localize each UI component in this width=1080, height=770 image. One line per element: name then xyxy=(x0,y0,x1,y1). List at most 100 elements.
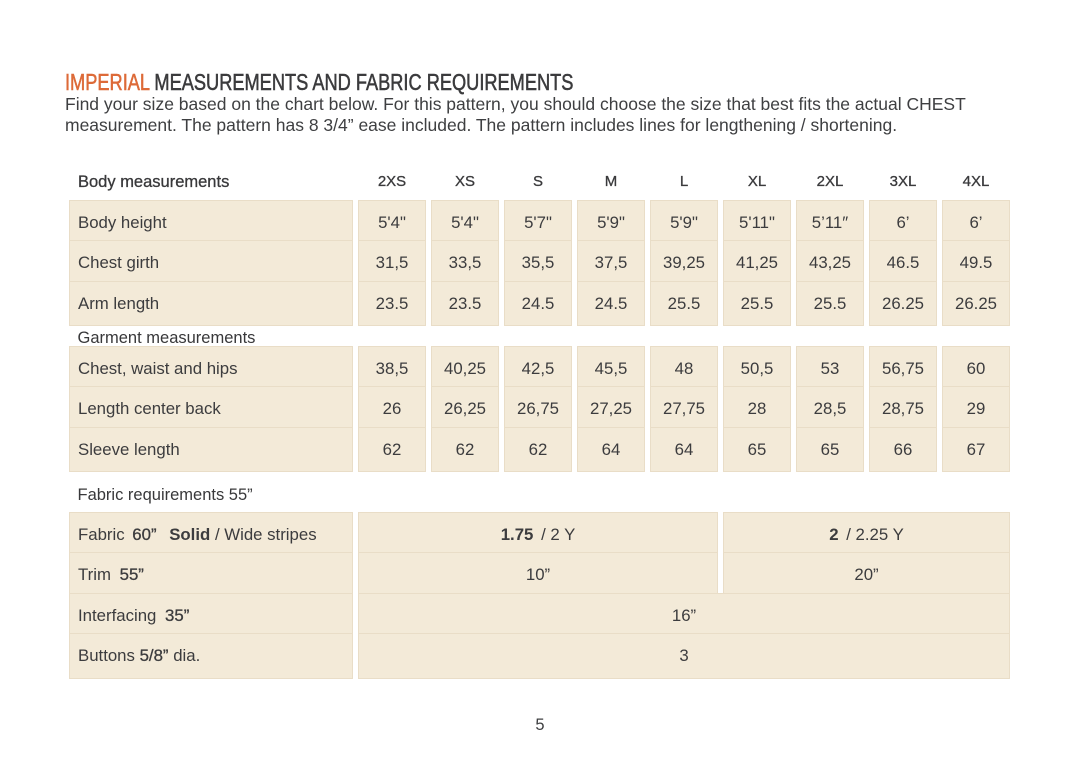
page-title-rest: MEASUREMENTS AND FABRIC REQUIREMENTS xyxy=(149,68,574,95)
value-cell: 40,25 xyxy=(431,346,499,392)
value-cell: 27,75 xyxy=(650,386,718,432)
value-cell: 49.5 xyxy=(942,240,1010,286)
value-cell: 50,5 xyxy=(723,346,791,392)
page-title: IMPERIAL MEASUREMENTS AND FABRIC REQUIRE… xyxy=(65,68,574,95)
column-header-size-m: M xyxy=(604,173,618,190)
row-label-part: dia. xyxy=(173,646,201,665)
table-row: Buttons 5/8” dia. 3 xyxy=(69,633,1010,679)
value-cell: 26 xyxy=(358,386,426,432)
section-label-fabric-requirements: Fabric requirements 55” xyxy=(77,486,253,504)
page-number: 5 xyxy=(535,716,545,734)
value-cell: 64 xyxy=(577,426,645,473)
value-cell: 25.5 xyxy=(650,280,718,327)
value-cell: 67 xyxy=(942,426,1010,473)
value-cell: 66 xyxy=(869,426,937,473)
value-cell: 27,25 xyxy=(577,386,645,432)
value-cell: 24.5 xyxy=(504,280,572,327)
table-row: Interfacing 35” 16” xyxy=(69,592,1010,639)
value-cell: 53 xyxy=(796,346,864,392)
value-cell: 1.75 / 2 Y xyxy=(358,512,718,558)
value-cell: 41,25 xyxy=(723,240,791,286)
row-label: Buttons 5/8” dia. xyxy=(69,633,353,679)
value-cell: 20” xyxy=(723,552,1010,598)
value-cell: 26,75 xyxy=(504,386,572,432)
intro-paragraph: Find your size based on the chart below.… xyxy=(65,94,966,138)
section-label-garment-measurements: Garment measurements xyxy=(77,329,256,347)
row-label-part: 55” xyxy=(119,565,144,585)
value-cell: 5'4" xyxy=(358,200,426,246)
value-part: / 2 Y xyxy=(541,525,576,544)
intro-line-2: measurement. The pattern has 8 3/4” ease… xyxy=(65,115,898,136)
value-cell: 25.5 xyxy=(723,280,791,327)
page-title-highlight: IMPERIAL xyxy=(65,68,150,95)
value-cell: 26.25 xyxy=(869,280,937,327)
value-cell: 10” xyxy=(358,552,718,598)
value-cell: 2 / 2.25 Y xyxy=(723,512,1010,558)
row-label-part: / Wide stripes xyxy=(214,525,317,544)
table-row: Chest, waist and hips 38,5 40,25 42,5 45,5 48… xyxy=(69,346,1010,392)
value-cell: 5'7" xyxy=(504,200,572,246)
row-label-part: Interfacing xyxy=(78,605,157,625)
row-label-part: Solid xyxy=(169,525,211,544)
value-cell: 5'4" xyxy=(431,200,499,246)
value-cell: 37,5 xyxy=(577,240,645,286)
column-header-size-2xl: 2XL xyxy=(816,173,844,190)
row-label-part: Fabric xyxy=(78,525,125,544)
row-label: Length center back xyxy=(69,386,353,432)
value-cell: 42,5 xyxy=(504,346,572,392)
value-cell: 5’11″ xyxy=(796,200,864,246)
table-row: Trim 55” 10” 20” xyxy=(69,552,1010,598)
value-cell: 45,5 xyxy=(577,346,645,392)
value-cell: 65 xyxy=(796,426,864,473)
value-cell: 64 xyxy=(650,426,718,473)
row-label-part: 5/8” xyxy=(139,646,169,665)
value-cell: 28,75 xyxy=(869,386,937,432)
column-header-size-3xl: 3XL xyxy=(889,173,917,190)
table-row: Fabric 60” Solid / Wide stripes 1.75 / 2 … xyxy=(69,512,1010,558)
value-cell: 6’ xyxy=(869,200,937,246)
column-header-size-s: S xyxy=(532,173,543,190)
value-cell: 48 xyxy=(650,346,718,392)
value-cell: 26.25 xyxy=(942,280,1010,327)
value-cell: 24.5 xyxy=(577,280,645,327)
row-label: Arm length xyxy=(69,280,353,327)
value-cell: 60 xyxy=(942,346,1010,392)
intro-line-1: Find your size based on the chart below.… xyxy=(65,93,966,114)
table-row: Length center back 26 26,25 26,75 27,25 27,75… xyxy=(69,386,1010,432)
value-cell: 5'9" xyxy=(577,200,645,246)
value-cell: 29 xyxy=(942,386,1010,432)
value-cell: 23.5 xyxy=(358,280,426,327)
value-cell: 25.5 xyxy=(796,280,864,327)
value-cell: 46.5 xyxy=(869,240,937,286)
row-label-part: 60” xyxy=(132,525,157,544)
value-cell: 28,5 xyxy=(796,386,864,432)
row-label: Interfacing 35” xyxy=(69,592,353,639)
table-row: Body height 5'4" 5'4" 5'7" 5'9" 5'9" 5'11" 5’11… xyxy=(69,200,1010,246)
value-cell: 62 xyxy=(358,426,426,473)
value-cell: 5'11" xyxy=(723,200,791,246)
value-cell: 6’ xyxy=(942,200,1010,246)
value-cell: 56,75 xyxy=(869,346,937,392)
column-header-size-4xl: 4XL xyxy=(962,173,990,190)
column-header-size-xs: XS xyxy=(454,173,475,190)
value-part: / 2.25 Y xyxy=(846,525,904,544)
column-header-size-2xs: 2XS xyxy=(377,173,407,190)
value-cell: 3 xyxy=(358,633,1010,679)
value-cell: 35,5 xyxy=(504,240,572,286)
value-cell: 38,5 xyxy=(358,346,426,392)
value-cell: 62 xyxy=(431,426,499,473)
row-label: Chest girth xyxy=(69,240,353,286)
value-part: 2 xyxy=(829,525,839,544)
value-part: 10” xyxy=(525,565,551,585)
table-row: Arm length 23.5 23.5 24.5 24.5 25.5 25.5 25.5 26… xyxy=(69,280,1010,327)
value-cell: 62 xyxy=(504,426,572,473)
row-label-part: 35” xyxy=(165,605,190,625)
table-row: Chest girth 31,5 33,5 35,5 37,5 39,25 41,25 43,… xyxy=(69,240,1010,286)
size-table-header-row: Body measurements 2XS XS S M L XL 2XL 3XL 4XL xyxy=(69,168,1010,196)
value-part: 20” xyxy=(854,565,879,585)
column-header-size-l: L xyxy=(679,173,689,190)
value-cell: 65 xyxy=(723,426,791,473)
value-cell: 39,25 xyxy=(650,240,718,286)
value-cell: 5'9" xyxy=(650,200,718,246)
